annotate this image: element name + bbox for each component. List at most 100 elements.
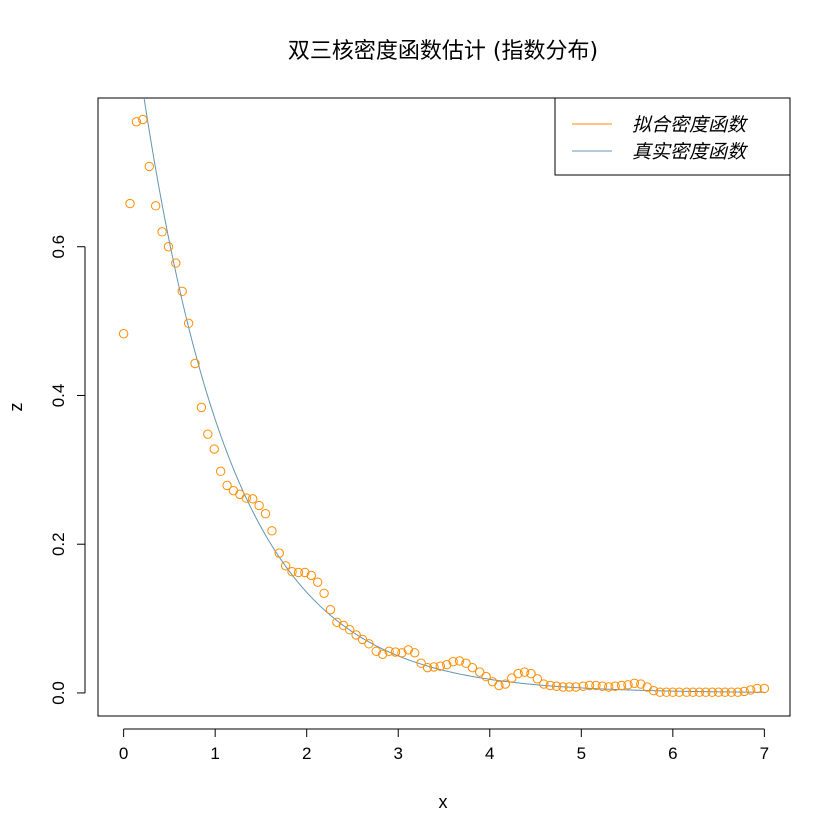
fitted-density-point — [578, 681, 588, 691]
fitted-density-point — [183, 318, 194, 329]
fitted-density-point — [293, 567, 304, 578]
fitted-density-point — [150, 201, 161, 211]
fitted-density-point — [384, 646, 394, 656]
fitted-density-point — [435, 661, 446, 671]
fitted-density-point — [707, 687, 717, 697]
fitted-density-point — [571, 682, 581, 692]
x-tick-label: 4 — [485, 744, 494, 763]
fitted-density-point — [694, 687, 705, 697]
fitted-density-point — [532, 674, 543, 684]
fitted-density-point — [190, 358, 200, 369]
fitted-density-point — [500, 679, 511, 689]
fitted-density-point — [513, 668, 523, 679]
fitted-density-point — [507, 673, 517, 683]
fitted-density-point — [118, 329, 129, 339]
fitted-density-point — [745, 685, 756, 695]
fitted-density-point — [274, 548, 284, 558]
fitted-density-point — [636, 679, 646, 689]
x-tick-label: 2 — [302, 744, 311, 763]
fitted-density-point — [215, 466, 226, 477]
fitted-density-point — [287, 567, 297, 577]
fitted-density-point — [345, 625, 355, 635]
fitted-density-point — [688, 687, 698, 697]
fitted-density-point — [371, 646, 381, 656]
fitted-density-point — [616, 680, 627, 691]
y-tick-label: 0.4 — [49, 384, 68, 408]
fitted-density-point — [260, 509, 271, 519]
fitted-density-point — [138, 114, 148, 125]
fitted-density-point — [300, 567, 310, 578]
fitted-density-point — [403, 645, 413, 655]
fitted-density-point — [591, 680, 601, 691]
fitted-density-point — [203, 429, 213, 439]
legend-label-true-density: 真实密度函数 — [632, 141, 749, 163]
legend-box — [554, 97, 791, 176]
y-tick-label: 0.6 — [49, 235, 68, 259]
fitted-density-point — [397, 648, 407, 658]
fitted-density-point — [674, 687, 684, 697]
fitted-density-point — [144, 161, 154, 172]
fitted-density-point — [196, 402, 207, 413]
fitted-density-point — [312, 577, 323, 587]
x-tick-label: 3 — [393, 744, 402, 763]
fitted-density-point — [332, 617, 342, 627]
fitted-density-point — [681, 687, 692, 697]
x-tick-label: 5 — [577, 744, 586, 763]
fitted-density-points-layer — [118, 114, 770, 697]
legend: 拟合密度函数 真实密度函数 — [554, 97, 791, 176]
fitted-density-point — [209, 444, 219, 454]
fitted-density-point — [416, 658, 426, 668]
fitted-density-point — [623, 680, 633, 690]
fitted-density-point — [629, 678, 640, 688]
plot-frame — [97, 97, 791, 717]
fitted-density-point — [584, 680, 595, 691]
fitted-density-point — [410, 648, 420, 658]
fitted-density-point — [377, 649, 388, 659]
x-axis: 0 1 2 3 4 5 6 7 — [119, 728, 769, 763]
fitted-density-point — [726, 687, 737, 697]
fitted-density-point — [564, 682, 575, 692]
fitted-density-point — [280, 561, 291, 571]
fitted-density-point — [448, 657, 458, 667]
fitted-density-point — [713, 687, 724, 697]
fitted-density-point — [648, 686, 659, 696]
fitted-density-point — [171, 258, 181, 268]
fitted-density-point — [494, 680, 504, 691]
fitted-density-point — [357, 634, 368, 645]
fitted-density-point — [429, 662, 439, 672]
x-tick-label: 0 — [119, 744, 128, 763]
fitted-density-point — [597, 681, 608, 691]
fitted-density-point — [125, 198, 135, 209]
fitted-density-point — [461, 658, 471, 668]
fitted-density-point — [222, 480, 232, 491]
fitted-density-point — [655, 687, 665, 697]
y-tick-label: 0.2 — [49, 532, 68, 556]
fitted-density-point — [454, 656, 465, 666]
fitted-density-point — [228, 485, 239, 496]
fitted-density-point — [558, 682, 568, 692]
fitted-density-point — [519, 667, 530, 677]
fitted-density-point — [661, 687, 672, 697]
fitted-density-point — [325, 604, 336, 615]
fitted-density-point — [157, 227, 167, 237]
fitted-density-point — [475, 667, 485, 677]
fitted-density-point — [733, 687, 743, 697]
fitted-density-point — [539, 679, 549, 689]
fitted-density-point — [241, 493, 251, 503]
fitted-density-point — [701, 687, 711, 697]
fitted-density-point — [390, 647, 401, 657]
fitted-density-point — [306, 570, 316, 581]
fitted-density-point — [545, 680, 555, 691]
fitted-density-point — [551, 681, 562, 691]
fitted-density-point — [177, 286, 187, 297]
fitted-density-point — [759, 683, 770, 694]
x-tick-label: 1 — [210, 744, 219, 763]
fitted-density-point — [163, 242, 174, 252]
fitted-density-point — [319, 588, 329, 598]
fitted-density-point — [338, 620, 349, 630]
y-tick-label: 0.0 — [49, 681, 68, 705]
y-axis: 0.0 0.2 0.4 0.6 — [49, 235, 86, 705]
legend-label-fitted-density: 拟合密度函数 — [632, 114, 749, 136]
fitted-density-point — [422, 662, 433, 673]
